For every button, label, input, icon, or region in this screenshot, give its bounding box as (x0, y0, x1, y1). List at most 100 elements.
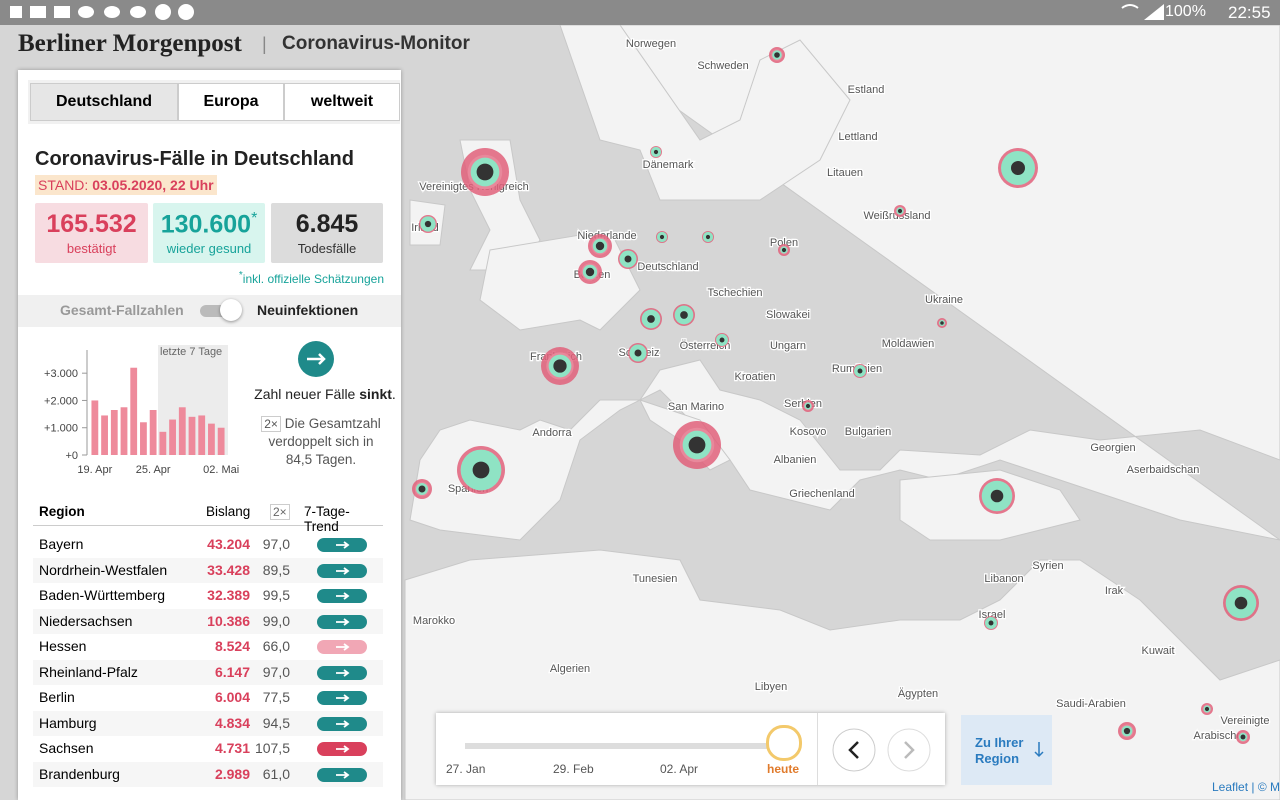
trend-phrase: Zahl neuer Fälle (254, 386, 356, 402)
death-dot (653, 149, 659, 155)
table-header: Region Bislang 2× 7-Tage-Trend (33, 500, 383, 534)
total: 6.147 (214, 663, 250, 680)
death-dot (1234, 596, 1248, 610)
tab[interactable]: weltweit (284, 83, 400, 121)
map-label: Syrien (1032, 560, 1063, 572)
map-label: Georgien (1090, 442, 1135, 454)
table-row[interactable]: Nordrhein-Westfalen 33.428 89,5 (33, 557, 383, 583)
trend-text: Zahl neuer Fälle sinkt. (250, 386, 400, 402)
death-dot (418, 485, 426, 493)
region: Niedersachsen (39, 612, 133, 629)
doubling: 66,0 (262, 638, 290, 654)
x-tick-label: 19. Apr (77, 464, 112, 476)
column-header: 2× (270, 504, 290, 520)
stat-number: 6.845 (295, 210, 359, 238)
map-label: Kosovo (790, 426, 827, 438)
death-dot (1240, 734, 1246, 740)
prev-button[interactable] (832, 728, 876, 772)
switch-knob[interactable] (220, 299, 242, 321)
toggle-row[interactable]: Gesamt-Fallzahlen Neuinfektionen (18, 295, 401, 327)
stat-number: 165.532 (46, 210, 137, 238)
page-title: Coronavirus-Monitor (282, 33, 470, 54)
timeline-track[interactable] (465, 743, 783, 749)
map-label: Marokko (413, 615, 455, 627)
death-dot (774, 52, 780, 58)
table-row[interactable]: Sachsen 4.731 107,5 (33, 736, 383, 761)
table-row[interactable]: Baden-Württemberg 32.389 99,5 (33, 583, 383, 608)
map-label: Albanien (774, 454, 817, 466)
table-row[interactable]: Niedersachsen 10.386 99,0 (33, 608, 383, 634)
death-dot (990, 489, 1004, 503)
bar (110, 410, 118, 455)
death-dot (634, 349, 642, 357)
region-button-label[interactable]: Zu Ihrer Region (975, 735, 1024, 766)
map-label: Irak (1105, 585, 1124, 597)
stand-value: 03.05.2020, 22 Uhr (92, 177, 214, 193)
tab[interactable]: Europa (178, 83, 284, 121)
map-label: Aserbaidschan (1127, 464, 1200, 476)
tab[interactable]: Deutschland (30, 83, 178, 121)
timeline-handle[interactable] (766, 725, 802, 761)
trend-pill (317, 665, 367, 680)
total: 4.731 (214, 740, 250, 756)
death-dot (688, 436, 706, 454)
doubling: 61,0 (262, 765, 290, 782)
map-label: Moldawien (882, 338, 935, 350)
doubling: 107,5 (254, 740, 290, 756)
bar (188, 416, 196, 455)
stat-value: 6.845 (271, 210, 383, 239)
toggle-right[interactable]: Neuinfektionen (257, 302, 359, 318)
map-label: Norwegen (626, 38, 676, 50)
bar (101, 415, 108, 455)
toggle-left[interactable]: Gesamt-Fallzahlen (60, 302, 184, 318)
down-arrow (1034, 742, 1044, 758)
death-dot (857, 368, 863, 374)
table-row[interactable]: Brandenburg 2.989 61,0 (33, 761, 383, 787)
map-label: Andorra (532, 427, 572, 439)
map-label: Algerien (550, 663, 590, 675)
brand[interactable]: Berliner Morgenpost (18, 30, 242, 57)
doubling: 99,0 (262, 612, 290, 629)
death-dot (595, 241, 605, 251)
table-row[interactable]: Hamburg 4.834 94,5 (33, 710, 383, 736)
nav-buttons (832, 728, 931, 772)
trend-pill (317, 589, 367, 603)
column-header: Region (39, 504, 85, 519)
death-dot (680, 311, 688, 319)
panel-title: Coronavirus-Fälle in Deutschland (35, 148, 354, 170)
doubling: 94,5 (262, 714, 290, 731)
trend-pill (317, 538, 367, 552)
map-label: Bulgarien (845, 426, 891, 438)
doubling: 97,0 (262, 536, 290, 552)
doubling: 97,0 (262, 663, 290, 680)
next-button[interactable] (887, 728, 931, 772)
death-dot (805, 403, 811, 409)
bar (130, 367, 138, 455)
stat-label: Todesfälle (297, 241, 357, 256)
death-dot (553, 359, 567, 373)
death-dot (476, 163, 494, 181)
table-row[interactable]: Hessen 8.524 66,0 (33, 634, 383, 659)
table-row[interactable]: Rheinland-Pfalz 6.147 97,0 (33, 659, 383, 685)
region-button[interactable]: Zu Ihrer Region (961, 715, 1052, 785)
total: 8.524 (214, 638, 250, 654)
separator: | (262, 34, 267, 54)
footnote-text: inkl. offizielle Schätzungen (242, 272, 384, 286)
bar (140, 422, 147, 455)
stat-value: 165.532 (35, 210, 148, 239)
total: 32.389 (207, 587, 250, 603)
total: 4.834 (214, 714, 250, 731)
region: Berlin (39, 689, 75, 705)
stand-label: STAND: (38, 177, 89, 193)
stat-label: bestätigt (66, 241, 117, 256)
table-row[interactable]: Berlin 6.004 77,5 (33, 685, 383, 710)
map-label: Kuwait (1141, 645, 1174, 657)
side-panel: Deutschland Europa weltweit Coronavirus-… (18, 70, 401, 800)
doubling: 2× Die Gesamtzahl verdoppelt sich in 84,… (256, 415, 386, 469)
map-circles (412, 47, 1259, 744)
table-row[interactable]: Bayern 43.204 97,0 (33, 532, 383, 557)
bar (217, 427, 225, 455)
death-dot (659, 234, 665, 240)
